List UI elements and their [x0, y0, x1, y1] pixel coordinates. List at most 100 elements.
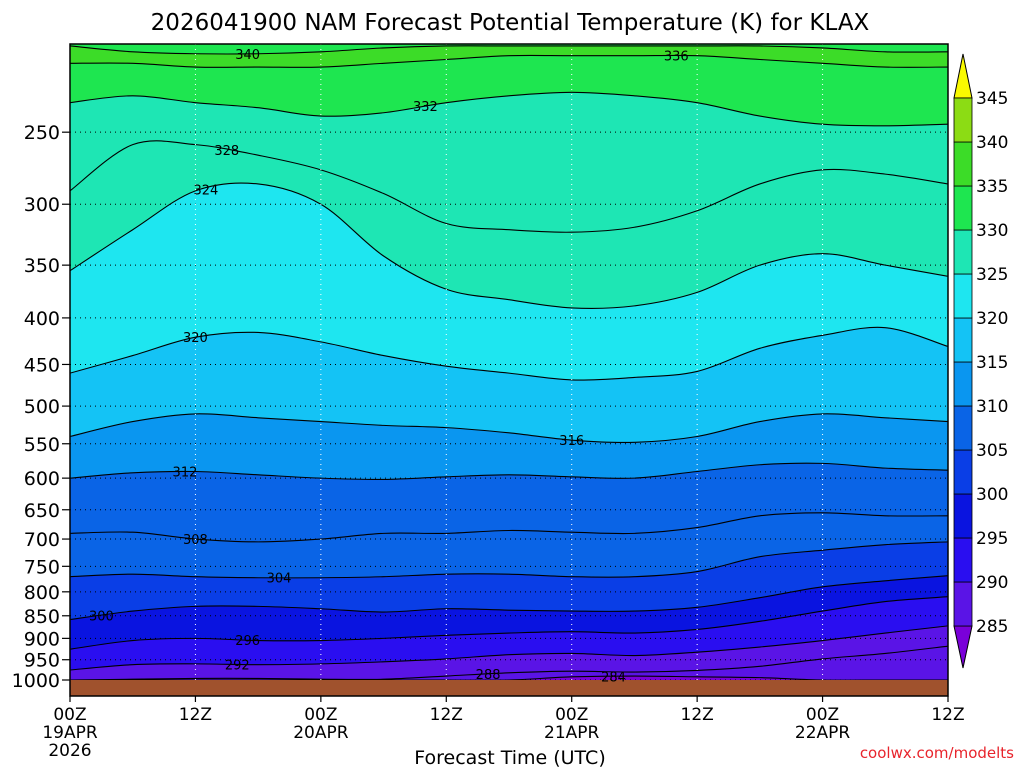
svg-text:336: 336 [664, 50, 689, 65]
x-date-label: 21APR [544, 723, 600, 743]
svg-text:284: 284 [601, 670, 626, 685]
svg-text:308: 308 [183, 533, 208, 548]
colorbar-segment [953, 141, 973, 187]
contour-292 [70, 625, 948, 671]
contour-labels: 284 288 292 296 300 304 308 312 316 320 324 328 332 3… [89, 48, 689, 686]
colorbar-segment [953, 537, 973, 583]
plot-area [70, 44, 948, 696]
svg-text:316: 316 [559, 434, 584, 449]
contour-324 [70, 182, 948, 309]
y-tick-label: 500 [24, 396, 60, 418]
contour-320 [70, 326, 948, 381]
colorbar-segment [953, 273, 973, 319]
contour-label-296: 296 [235, 634, 260, 649]
contour-340 [70, 45, 948, 55]
colorbar-label: 315 [976, 353, 1008, 373]
credit-text: coolwx.com/modelts [860, 744, 1014, 762]
svg-text:292: 292 [225, 658, 250, 673]
y-tick-label: 850 [24, 606, 60, 628]
y-tick-label: 900 [24, 628, 60, 650]
contour-label-312: 312 [173, 466, 198, 481]
x-tick-label: 00Z [555, 705, 588, 725]
svg-text:304: 304 [267, 572, 292, 587]
y-tick-label: 750 [24, 556, 60, 578]
contour-label-316: 316 [559, 434, 584, 449]
contour-label-320: 320 [183, 331, 208, 346]
y-tick-label: 1000 [12, 670, 60, 692]
theta-color-bands [70, 45, 948, 696]
x-tick-label: 12Z [931, 705, 964, 725]
contour-label-304: 304 [267, 572, 292, 587]
colorbar-segment [953, 449, 973, 495]
colorbar-segment [953, 229, 973, 275]
contour-label-308: 308 [183, 533, 208, 548]
y-tick-label: 450 [24, 354, 60, 376]
colorbar-segment [953, 185, 973, 231]
colorbar-segment [953, 361, 973, 407]
colorbar-segment [953, 317, 973, 363]
colorbar-segment [953, 581, 973, 627]
colorbar-arrow-low [953, 625, 973, 669]
y-tick-label: 950 [24, 650, 60, 672]
gridlines [70, 44, 948, 681]
colorbar-label: 305 [976, 441, 1008, 461]
colorbar-label: 330 [976, 221, 1008, 241]
contour-label-328: 328 [214, 144, 239, 159]
contour-label-284: 284 [601, 670, 626, 685]
colorbar-segment [953, 405, 973, 451]
contour-label-288: 288 [476, 668, 501, 683]
contour-label-332: 332 [413, 100, 438, 115]
contour-300 [70, 575, 948, 621]
svg-text:324: 324 [193, 184, 218, 199]
ground-bar [70, 680, 948, 696]
x-tick-label: 00Z [806, 705, 839, 725]
x-date-label: 19APR [42, 723, 98, 743]
colorbar-label: 295 [976, 529, 1008, 549]
x-tick-label: 00Z [53, 705, 86, 725]
x-tick-label: 12Z [681, 705, 714, 725]
colorbar-label: 290 [976, 573, 1008, 593]
colorbar: 345 340 335 330 325 320 315 310 305 300 295 290 285 [953, 53, 1008, 669]
colorbar-label: 310 [976, 397, 1008, 417]
contour-332 [70, 91, 948, 127]
y-tick-label: 350 [24, 255, 60, 277]
colorbar-arrow-high [953, 53, 973, 99]
svg-text:312: 312 [173, 466, 198, 481]
svg-text:328: 328 [214, 144, 239, 159]
theta-contour-lines [70, 45, 948, 681]
y-tick-label: 650 [24, 500, 60, 522]
contour-316 [70, 413, 948, 444]
svg-text:300: 300 [89, 609, 114, 624]
svg-text:340: 340 [235, 48, 260, 63]
y-tick-label: 800 [24, 582, 60, 604]
x-date-label: 22APR [795, 723, 851, 743]
y-axis: 2503003504004505005506006507007508008509… [12, 122, 70, 692]
contour-label-292: 292 [225, 658, 250, 673]
plot-frame [69, 43, 949, 697]
svg-text:288: 288 [476, 668, 501, 683]
contour-label-324: 324 [193, 184, 218, 199]
colorbar-label: 335 [976, 177, 1008, 197]
contour-296 [70, 596, 948, 650]
colorbar-label: 285 [976, 617, 1008, 637]
contour-label-340: 340 [235, 48, 260, 63]
colorbar-label: 300 [976, 485, 1008, 505]
x-axis-title: Forecast Time (UTC) [414, 747, 605, 768]
x-tick-label: 12Z [430, 705, 463, 725]
y-tick-label: 400 [24, 308, 60, 330]
x-date-label: 20APR [293, 723, 349, 743]
contour-304 [70, 541, 948, 579]
contour-288 [70, 645, 948, 681]
y-tick-label: 600 [24, 468, 60, 490]
x-tick-label: 12Z [179, 705, 212, 725]
x-year-label: 2026 [48, 741, 91, 761]
y-tick-label: 550 [24, 434, 60, 456]
contour-label-336: 336 [664, 50, 689, 65]
colorbar-segment [953, 493, 973, 539]
colorbar-label: 345 [976, 89, 1008, 109]
svg-text:296: 296 [235, 634, 260, 649]
contour-308 [70, 512, 948, 543]
colorbar-label: 340 [976, 133, 1008, 153]
